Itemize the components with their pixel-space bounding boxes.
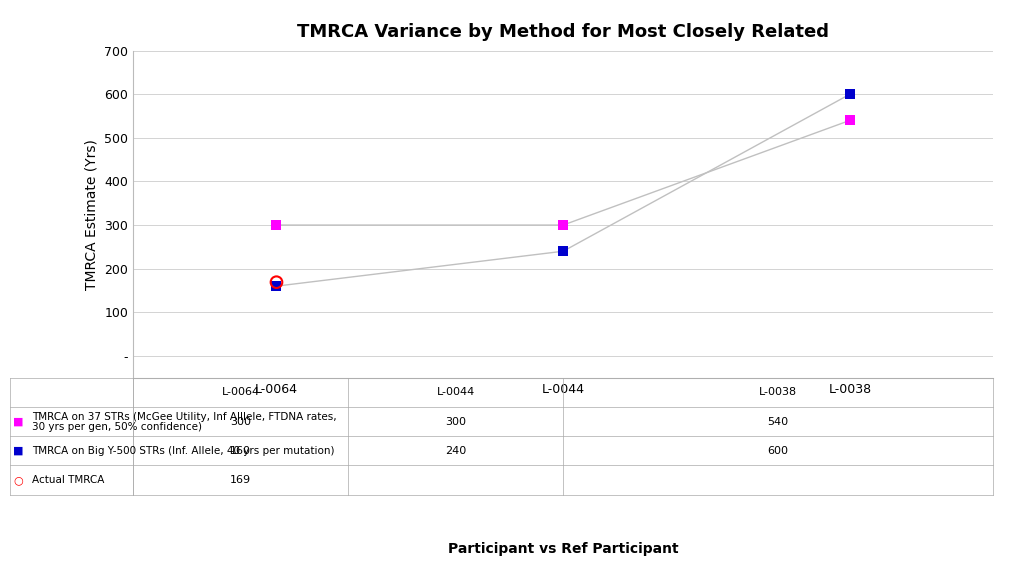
Text: 169: 169 xyxy=(230,475,251,485)
Text: L-0044: L-0044 xyxy=(436,387,475,397)
Text: ■: ■ xyxy=(13,416,24,427)
Text: L-0038: L-0038 xyxy=(759,387,798,397)
Text: ○: ○ xyxy=(13,475,24,485)
Title: TMRCA Variance by Method for Most Closely Related: TMRCA Variance by Method for Most Closel… xyxy=(297,22,829,40)
Text: 600: 600 xyxy=(768,446,788,456)
Point xyxy=(268,278,285,287)
Text: TMRCA on 37 STRs (McGee Utility, Inf Alllele, FTDNA rates,: TMRCA on 37 STRs (McGee Utility, Inf All… xyxy=(32,412,336,422)
Point xyxy=(268,220,285,229)
Point xyxy=(268,282,285,291)
Text: 540: 540 xyxy=(768,416,788,427)
Text: 300: 300 xyxy=(230,416,251,427)
Point xyxy=(555,220,571,229)
Text: 240: 240 xyxy=(445,446,466,456)
Text: 30 yrs per gen, 50% confidence): 30 yrs per gen, 50% confidence) xyxy=(32,423,202,432)
Point xyxy=(842,116,858,125)
Text: L-0064: L-0064 xyxy=(221,387,260,397)
Text: 160: 160 xyxy=(230,446,251,456)
Y-axis label: TMRCA Estimate (Yrs): TMRCA Estimate (Yrs) xyxy=(85,139,98,289)
Point xyxy=(555,247,571,256)
Text: Actual TMRCA: Actual TMRCA xyxy=(32,475,104,485)
Text: Participant vs Ref Participant: Participant vs Ref Participant xyxy=(447,542,679,556)
Point xyxy=(842,90,858,99)
Text: TMRCA on Big Y-500 STRs (Inf. Allele, 40 yrs per mutation): TMRCA on Big Y-500 STRs (Inf. Allele, 40… xyxy=(32,446,334,456)
Text: ■: ■ xyxy=(13,446,24,456)
Text: 300: 300 xyxy=(445,416,466,427)
